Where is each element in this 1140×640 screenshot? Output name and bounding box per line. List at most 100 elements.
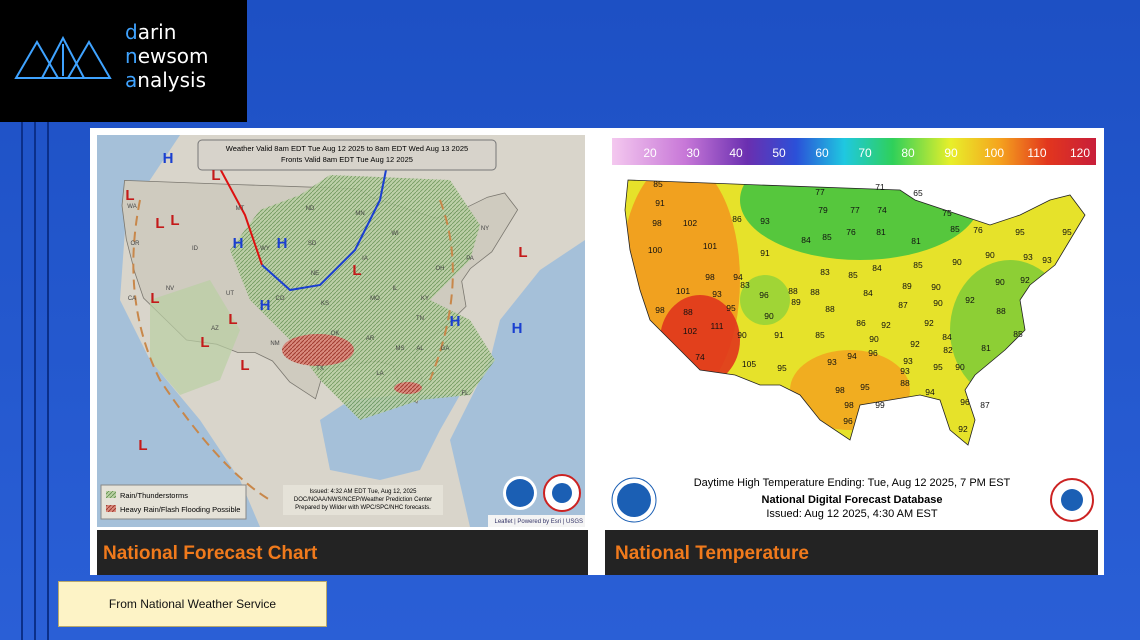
footer-text: Issued: Aug 12 2025, 4:30 AM EST [766, 508, 938, 520]
pressure-label: L [155, 215, 164, 232]
header-box [197, 139, 497, 171]
temperature-label: 98 [652, 218, 662, 228]
state-label: SD [308, 241, 317, 247]
divider-line [34, 122, 36, 640]
temperature-label: 93 [712, 289, 722, 299]
temperature-label: 83 [820, 267, 830, 277]
logo-text: darin newsom analysis [125, 20, 209, 92]
land [97, 135, 585, 527]
us-outline [624, 179, 1086, 446]
state-label: FL [461, 391, 469, 397]
state-label: MN [355, 211, 364, 217]
temperature-label: 86 [856, 318, 866, 328]
legend-text: Heavy Rain/Flash Flooding Possible [120, 505, 240, 514]
issued-text: Issued: 4:32 AM EDT Tue, Aug 12, 2025 [310, 489, 418, 495]
state-label: OR [131, 241, 141, 247]
heavy-rain-area [394, 382, 422, 394]
state-label: TX [316, 366, 324, 372]
state-label: LA [376, 371, 383, 377]
temperature-label: 76 [846, 227, 856, 237]
pressure-label: L [240, 357, 249, 374]
temperature-label: 88 [810, 287, 820, 297]
temp-fill [660, 295, 740, 385]
temperature-label: 85 [653, 179, 663, 189]
temperature-label: 92 [958, 424, 968, 434]
state-label: TN [416, 316, 424, 322]
temperature-label: 82 [943, 345, 953, 355]
temperature-label: 77 [850, 205, 860, 215]
temperature-label: 93 [760, 216, 770, 226]
state-label: CA [128, 296, 136, 302]
pressure-label: H [163, 150, 174, 167]
temperature-label: 91 [760, 248, 770, 258]
temperature-label: 89 [791, 297, 801, 307]
temperature-label: 85 [913, 260, 923, 270]
temperature-label: 98 [835, 385, 845, 395]
temperature-label: 95 [933, 362, 943, 372]
temperature-label: 85 [1013, 329, 1023, 339]
temperature-label: 111 [711, 321, 724, 331]
temperature-label: 90 [995, 277, 1005, 287]
forecast-map: Weather Valid 8am EDT Tue Aug 12 2025 to… [97, 135, 585, 527]
gulf [320, 395, 460, 480]
title-bar [97, 530, 588, 575]
panel-title: National Temperature [615, 543, 809, 564]
issued-box [283, 485, 443, 515]
temperature-label: 87 [898, 300, 908, 310]
scale-label: 110 [1027, 146, 1046, 160]
temperature-label: 84 [872, 263, 882, 273]
color-scale [612, 138, 1096, 165]
state-label: WA [127, 204, 136, 210]
temperature-label: 85 [815, 330, 825, 340]
state-label: NY [481, 226, 489, 232]
cold-front [261, 149, 391, 292]
temperature-label: 96 [960, 397, 970, 407]
ocean [450, 240, 585, 527]
temperature-label: 87 [980, 400, 990, 410]
panel-title: National Forecast Chart [103, 543, 318, 564]
temperature-label: 91 [774, 330, 784, 340]
temperature-label: 85 [950, 224, 960, 234]
temperature-label: 71 [875, 182, 885, 192]
temperature-label: 90 [931, 282, 941, 292]
attribution-box [488, 515, 585, 527]
temperature-label: 101 [676, 286, 690, 296]
scale-label: 40 [729, 146, 743, 160]
temperature-label: 95 [726, 303, 736, 313]
temperature-label: 90 [933, 298, 943, 308]
footer-text: National Digital Forecast Database [762, 494, 943, 506]
temperature-label: 102 [683, 326, 697, 336]
state-label: OK [331, 331, 340, 337]
temperature-label: 85 [822, 232, 832, 242]
pressure-label: H [233, 235, 244, 252]
temperature-label: 92 [965, 295, 975, 305]
temperature-label: 102 [683, 218, 697, 228]
temperature-label: 65 [913, 188, 923, 198]
temp-fill [625, 180, 740, 400]
nws-logo [1050, 478, 1094, 522]
temperature-label: 101 [703, 241, 717, 251]
temperature-label: 81 [876, 227, 886, 237]
temperature-label: 90 [985, 250, 995, 260]
trough [429, 199, 454, 381]
scale-label: 70 [858, 146, 872, 160]
footer-text: Daytime High Temperature Ending: Tue, Au… [694, 477, 1011, 489]
temperature-label: 93 [900, 366, 910, 376]
temperature-label: 84 [942, 332, 952, 342]
temperature-label: 89 [902, 281, 912, 291]
temperature-label: 95 [860, 382, 870, 392]
us-land [121, 179, 519, 404]
state-label: AZ [211, 326, 219, 332]
temperature-label: 74 [877, 205, 887, 215]
temperature-label: 93 [1042, 255, 1052, 265]
rain-area [230, 175, 495, 420]
title-bar [605, 530, 1098, 575]
temperature-label: 96 [868, 348, 878, 358]
temperature-label: 84 [863, 288, 873, 298]
temperature-label: 90 [737, 330, 747, 340]
temperature-label: 88 [788, 286, 798, 296]
temperature-label: 94 [847, 351, 857, 361]
pressure-label: L [125, 187, 134, 204]
pressure-label: L [200, 334, 209, 351]
state-label: WI [391, 231, 399, 237]
